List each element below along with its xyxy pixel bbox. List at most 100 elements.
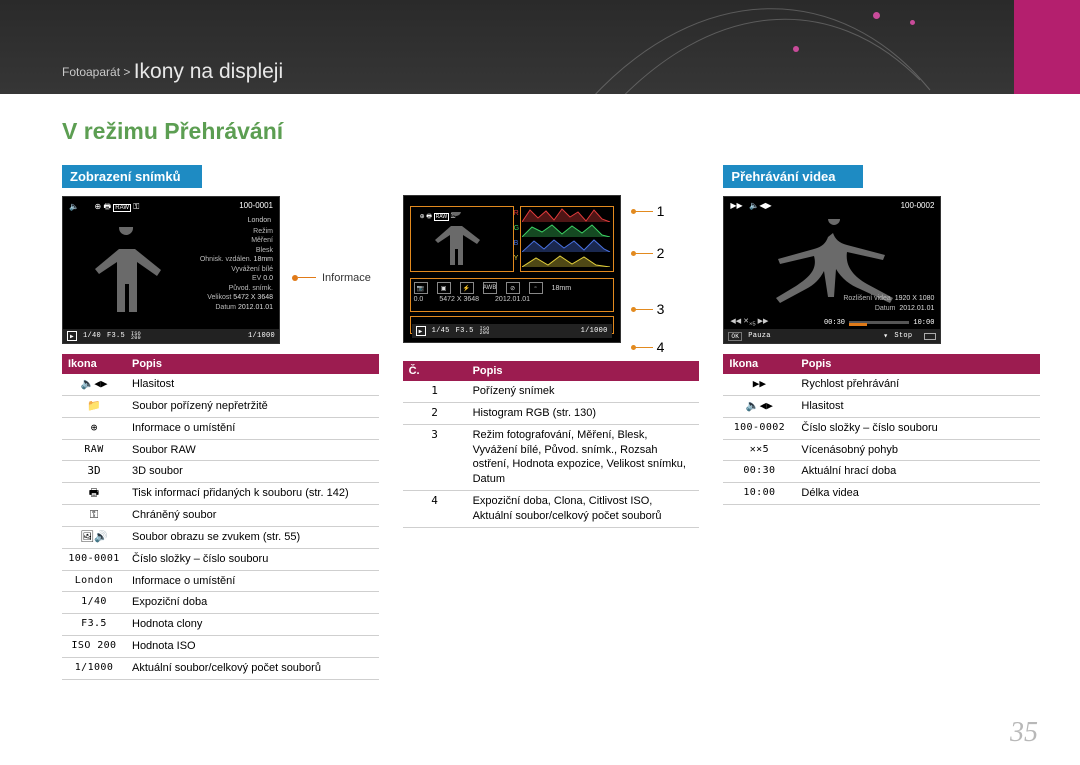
- table-row: 3D3D soubor: [62, 461, 379, 483]
- num-cell: 4: [403, 491, 467, 528]
- icon-cell: ISO 200: [62, 636, 126, 658]
- screen-bottom-bar: ▶ 1/40 F3.5 ISO200 1/1000: [63, 329, 279, 343]
- table-row: ▶▶Rychlost přehrávání: [723, 374, 1040, 395]
- table-row: LondonInformace o umístění: [62, 570, 379, 592]
- icon-cell: RAW: [62, 439, 126, 461]
- desc-cell: Tisk informací přidaných k souboru (str.…: [126, 483, 379, 505]
- desc-cell: 3D soubor: [126, 461, 379, 483]
- column-video: Přehrávání videa ▶▶ 🔈◀▶ 100-0002 Rozliše…: [723, 165, 1040, 680]
- icon-cell: 🔈◀▶: [723, 395, 795, 417]
- icon-cell: 1/1000: [62, 657, 126, 679]
- desc-cell: Expoziční doba: [126, 592, 379, 614]
- screen-photo-display: 🔈 ⊕ 🖶 RAW ⚿ 100-0001 London Režim Měření…: [62, 196, 280, 344]
- desc-cell: Soubor pořízený nepřetržitě: [126, 395, 379, 417]
- icon-cell: 🔈◀▶: [62, 374, 126, 395]
- top-icons: ▶▶ 🔈◀▶: [730, 201, 771, 210]
- table-callouts: Č.Popis 1Pořízený snímek2Histogram RGB (…: [403, 361, 700, 528]
- icon-cell: 3D: [62, 461, 126, 483]
- icon-cell: 📁: [62, 395, 126, 417]
- desc-cell: Hlasitost: [795, 395, 1040, 417]
- table-row: 3Režim fotografování, Měření, Blesk, Vyv…: [403, 424, 700, 490]
- icon-cell: 10:00: [723, 483, 795, 505]
- table-row: 100-0001Číslo složky – číslo souboru: [62, 548, 379, 570]
- table-row: 🖶Tisk informací přidaných k souboru (str…: [62, 483, 379, 505]
- desc-cell: Soubor RAW: [126, 439, 379, 461]
- silhouette-icon: [420, 212, 492, 268]
- desc-cell: Chráněný soubor: [126, 505, 379, 527]
- screen-bottom-bar: OKPauza ▾Stop: [724, 329, 940, 343]
- table-row: 1Pořízený snímek: [403, 381, 700, 402]
- desc-cell: Histogram RGB (str. 130): [467, 402, 700, 424]
- table-row: 🔈◀▶Hlasitost: [62, 374, 379, 395]
- table-photo-icons: IkonaPopis 🔈◀▶Hlasitost📁Soubor pořízený …: [62, 354, 379, 680]
- desc-cell: Hlasitost: [126, 374, 379, 395]
- table-row: 4Expoziční doba, Clona, Citlivost ISO, A…: [403, 491, 700, 528]
- main-content: V režimu Přehrávání Zobrazení snímků 🔈 ⊕…: [62, 118, 1040, 680]
- desc-cell: Číslo složky – číslo souboru: [795, 417, 1040, 439]
- play-icon: ▶: [416, 326, 426, 336]
- icon-cell: 1/40: [62, 592, 126, 614]
- photo-info-panel: Režim Měření Blesk Ohnisk. vzdálen. 18mm…: [200, 227, 273, 312]
- num-cell: 1: [403, 381, 467, 402]
- subheading-photos: Zobrazení snímků: [62, 165, 202, 188]
- desc-cell: Soubor obrazu se zvukem (str. 55): [126, 526, 379, 548]
- table-row: 2Histogram RGB (str. 130): [403, 402, 700, 424]
- histogram-panel: R G B Y: [522, 208, 612, 270]
- table-row: F3.5Hodnota clony: [62, 614, 379, 636]
- table-row: RAWSoubor RAW: [62, 439, 379, 461]
- screen-video-display: ▶▶ 🔈◀▶ 100-0002 Rozlišení videa 1920 X 1…: [723, 196, 941, 344]
- table-row: 📁Soubor pořízený nepřetržitě: [62, 395, 379, 417]
- desc-cell: Hodnota clony: [126, 614, 379, 636]
- icon-cell: 00:30: [723, 461, 795, 483]
- page-title: V režimu Přehrávání: [62, 118, 1040, 145]
- desc-cell: Rychlost přehrávání: [795, 374, 1040, 395]
- screen-histogram: ⊕ 🖶 RAW ⚿ R G B Y 📷▣⚡AWB⊘▫18mm 0.05472 X…: [403, 195, 621, 343]
- play-icon: ▶: [67, 331, 77, 341]
- decorative-swirl: [580, 0, 940, 125]
- desc-cell: Informace o umístění: [126, 417, 379, 439]
- subheading-video: Přehrávání videa: [723, 165, 863, 188]
- info-callout: Informace: [292, 272, 371, 284]
- desc-cell: Pořízený snímek: [467, 381, 700, 402]
- silhouette-icon: [71, 227, 181, 327]
- file-number: 100-0002: [901, 201, 935, 210]
- info-row-values: 0.05472 X 36482012.01.01: [414, 296, 530, 303]
- desc-cell: Číslo složky – číslo souboru: [126, 548, 379, 570]
- icon-cell: 🖶: [62, 483, 126, 505]
- table-row: ⚿Chráněný soubor: [62, 505, 379, 527]
- decorative-dots: [873, 6, 880, 24]
- icon-cell: ⚿: [62, 505, 126, 527]
- icon-cell: ▶▶: [723, 374, 795, 395]
- video-info-panel: Rozlišení videa 1920 X 1080 Datum 2012.0…: [843, 294, 934, 313]
- column-photos: Zobrazení snímků 🔈 ⊕ 🖶 RAW ⚿ 100-0001 Lo…: [62, 165, 379, 680]
- table-row: 10:00Délka videa: [723, 483, 1040, 505]
- table-row: ISO 200Hodnota ISO: [62, 636, 379, 658]
- desc-cell: Vícenásobný pohyb: [795, 439, 1040, 461]
- icon-cell: ⊕: [62, 417, 126, 439]
- column-histogram: ⊕ 🖶 RAW ⚿ R G B Y 📷▣⚡AWB⊘▫18mm 0.05472 X…: [403, 165, 700, 680]
- table-row: 100-0002Číslo složky – číslo souboru: [723, 417, 1040, 439]
- table-row: 1/40Expoziční doba: [62, 592, 379, 614]
- num-cell: 3: [403, 424, 467, 490]
- breadcrumb: Fotoaparát > Ikony na displeji: [62, 60, 283, 84]
- info-row-icons: 📷▣⚡AWB⊘▫18mm: [414, 282, 571, 294]
- desc-cell: Délka videa: [795, 483, 1040, 505]
- file-number: 100-0001: [239, 201, 273, 215]
- table-row: ⊕Informace o umístění: [62, 417, 379, 439]
- desc-cell: Hodnota ISO: [126, 636, 379, 658]
- desc-cell: Aktuální hrací doba: [795, 461, 1040, 483]
- desc-cell: Režim fotografování, Měření, Blesk, Vyvá…: [467, 424, 700, 490]
- brand-stripe: [1014, 0, 1080, 94]
- city-label: London: [63, 217, 279, 224]
- icon-cell: 100-0002: [723, 417, 795, 439]
- page-header: Fotoaparát > Ikony na displeji: [0, 0, 1080, 94]
- table-row: 🖼🔊Soubor obrazu se zvukem (str. 55): [62, 526, 379, 548]
- table-row: 00:30Aktuální hrací doba: [723, 461, 1040, 483]
- desc-cell: Expoziční doba, Clona, Citlivost ISO, Ak…: [467, 491, 700, 528]
- breadcrumb-main: Ikony na displeji: [134, 60, 283, 83]
- icon-cell: 100-0001: [62, 548, 126, 570]
- icon-cell: F3.5: [62, 614, 126, 636]
- breadcrumb-pre: Fotoaparát >: [62, 65, 134, 79]
- table-row: ✕×5Vícenásobný pohyb: [723, 439, 1040, 461]
- multi-motion-icon: ◀◀ ✕×5 ▶▶: [730, 317, 768, 327]
